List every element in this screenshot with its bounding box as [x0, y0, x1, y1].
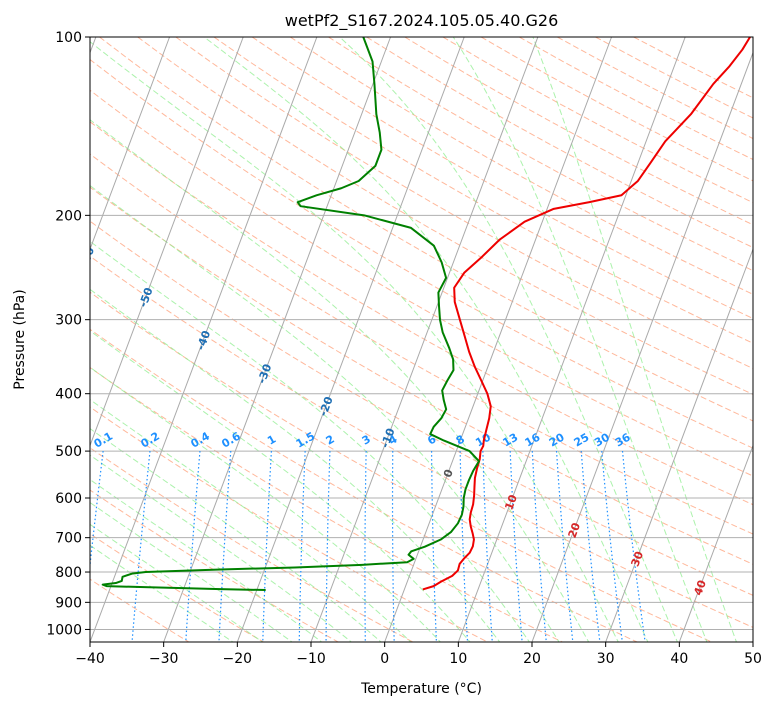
chart-title: wetPf2_S167.2024.105.05.40.G26 — [285, 11, 559, 31]
moist-adiabat — [532, 37, 737, 642]
x-tick-label: 20 — [523, 651, 541, 667]
y-tick-label: 200 — [55, 208, 82, 224]
profiles — [101, 37, 751, 592]
mixing-ratio-line — [90, 451, 104, 571]
x-tick-label: 30 — [597, 651, 615, 667]
isotherms — [90, 37, 753, 642]
mixing-ratio-line — [185, 451, 201, 642]
x-axis: −40 −30 −20 −10 0 10 20 30 40 50 — [75, 642, 762, 667]
x-tick-label: 0 — [380, 651, 389, 667]
y-tick-label: 900 — [55, 595, 82, 611]
dry-adiabat — [137, 37, 753, 395]
mixing-ratio-lines — [90, 451, 646, 642]
mixing-ratio-line — [621, 451, 646, 642]
mixing-ratio-line — [430, 451, 438, 642]
mixing-ratio-line — [262, 451, 272, 642]
mixing-ratio-line — [364, 451, 367, 642]
y-tick-label: 700 — [55, 531, 82, 547]
plot-frame — [89, 36, 754, 643]
dry-adiabat — [99, 37, 753, 422]
isotherm-label: -60 — [78, 245, 97, 269]
mixing-ratio-line — [531, 451, 547, 642]
x-tick-label: −40 — [75, 651, 105, 667]
mixing-ratio-line — [325, 451, 331, 642]
isotherm — [163, 37, 392, 642]
isotherm — [90, 37, 171, 251]
isotherm — [90, 37, 318, 642]
mixing-ratio-line — [391, 451, 395, 642]
mixing-ratio-line — [459, 451, 469, 642]
y-tick-label: 600 — [55, 491, 82, 507]
dry-adiabat — [90, 89, 753, 477]
dry-adiabat — [90, 58, 753, 449]
mixing-ratio-line — [131, 451, 151, 642]
isotherm — [236, 37, 465, 642]
mixing-ratio-line — [482, 451, 493, 642]
isotherm — [384, 37, 613, 642]
x-tick-label: 10 — [449, 651, 467, 667]
moist-adiabat — [90, 478, 323, 642]
isotherm — [310, 37, 539, 642]
x-tick-label: 50 — [744, 651, 762, 667]
isotherm — [531, 51, 753, 642]
isotherm — [678, 444, 753, 642]
y-axis: 100 200 300 400 500 600 700 800 900 1000 — [46, 30, 90, 638]
isotherm — [90, 37, 244, 447]
y-tick-label: 400 — [55, 387, 82, 403]
x-tick-label: −30 — [149, 651, 179, 667]
x-tick-label: 40 — [670, 651, 688, 667]
dry-adiabat — [90, 121, 753, 506]
temperature-profile — [422, 37, 751, 591]
y-axis-label: Pressure (hPa) — [12, 289, 28, 389]
isotherm — [457, 37, 686, 642]
pressure-gridlines — [90, 37, 753, 630]
dewpoint-profile — [101, 37, 480, 592]
y-tick-label: 500 — [55, 444, 82, 460]
isotherm-label: 40 — [691, 578, 709, 597]
mixing-ratio-line — [509, 451, 523, 642]
y-tick-label: 1000 — [46, 622, 82, 638]
plot-area: 0.10.20.40.611.52346810131620253036-100-… — [78, 37, 753, 642]
moist-adiabat — [90, 288, 501, 642]
dry-adiabat — [175, 37, 753, 370]
isotherm — [605, 247, 753, 642]
moist-adiabat — [90, 240, 531, 642]
dry-adiabat — [213, 37, 753, 344]
x-tick-label: −20 — [223, 651, 253, 667]
mixing-ratio-line — [601, 451, 623, 642]
isotherm-label: 30 — [629, 549, 647, 568]
mixing-ratio-line — [218, 451, 232, 642]
mixing-ratio-line — [580, 451, 601, 642]
isotherm-label: 10 — [502, 493, 520, 512]
x-tick-label: −10 — [296, 651, 326, 667]
y-tick-label: 800 — [55, 565, 82, 581]
mixing-ratio-line — [298, 451, 306, 642]
dry-adiabat — [90, 220, 753, 596]
isotherm-label: 20 — [566, 521, 584, 540]
y-tick-label: 100 — [55, 30, 82, 46]
mixing-ratio-line — [555, 451, 574, 642]
dry-adiabat — [90, 186, 753, 565]
x-axis-label: Temperature (°C) — [360, 681, 482, 697]
y-tick-label: 300 — [55, 313, 82, 329]
